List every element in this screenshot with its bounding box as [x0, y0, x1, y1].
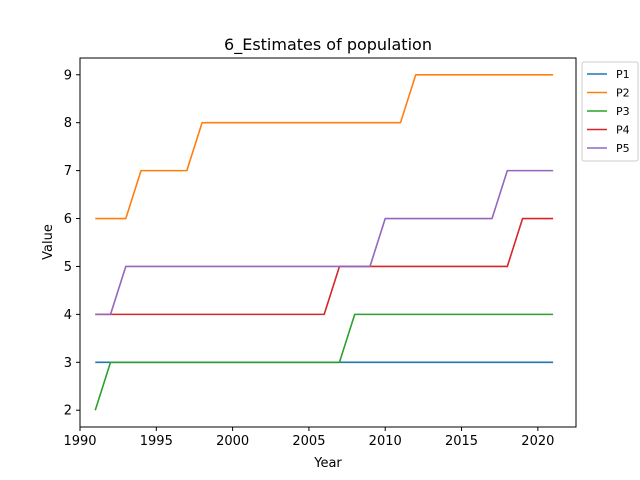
plot-lines — [94, 73, 554, 411]
series-line-p4 — [95, 217, 554, 316]
legend-label-p2: P2 — [616, 87, 630, 100]
y-tick-label: 4 — [64, 308, 72, 323]
y-tick-label: 2 — [64, 404, 72, 419]
y-tick-label: 8 — [64, 116, 72, 131]
series-line-p5 — [95, 169, 554, 316]
x-tick-label: 2005 — [292, 434, 325, 449]
x-axis-ticks: 1990 1995 2000 2005 2010 2015 2020 — [63, 427, 554, 449]
legend-label-p4: P4 — [616, 124, 630, 137]
chart-title: 6_Estimates of population — [224, 35, 432, 55]
x-axis-label: Year — [313, 456, 342, 471]
y-tick-label: 9 — [64, 68, 72, 83]
legend-label-p1: P1 — [616, 68, 630, 81]
legend-label-p5: P5 — [616, 142, 630, 155]
x-tick-label: 2010 — [369, 434, 402, 449]
y-tick-label: 3 — [64, 356, 72, 371]
y-tick-label: 5 — [64, 260, 72, 275]
y-tick-label: 6 — [64, 212, 72, 227]
legend-label-p3: P3 — [616, 105, 630, 118]
x-tick-label: 1990 — [63, 434, 96, 449]
y-axis-ticks: 2 3 4 5 6 7 8 9 — [64, 68, 80, 419]
legend: P1 P2 P3 P4 P5 — [581, 61, 639, 162]
series-line-p3 — [94, 313, 554, 411]
series-line-p2 — [95, 73, 554, 220]
y-axis-label: Value — [41, 224, 56, 260]
x-tick-label: 2015 — [445, 434, 478, 449]
y-tick-label: 7 — [64, 164, 72, 179]
x-tick-label: 2020 — [521, 434, 554, 449]
legend-box — [581, 61, 639, 162]
plot-frame — [79, 57, 577, 428]
x-tick-label: 2000 — [216, 434, 249, 449]
x-tick-label: 1995 — [140, 434, 173, 449]
legend-entries: P1 P2 P3 P4 P5 — [587, 68, 630, 155]
